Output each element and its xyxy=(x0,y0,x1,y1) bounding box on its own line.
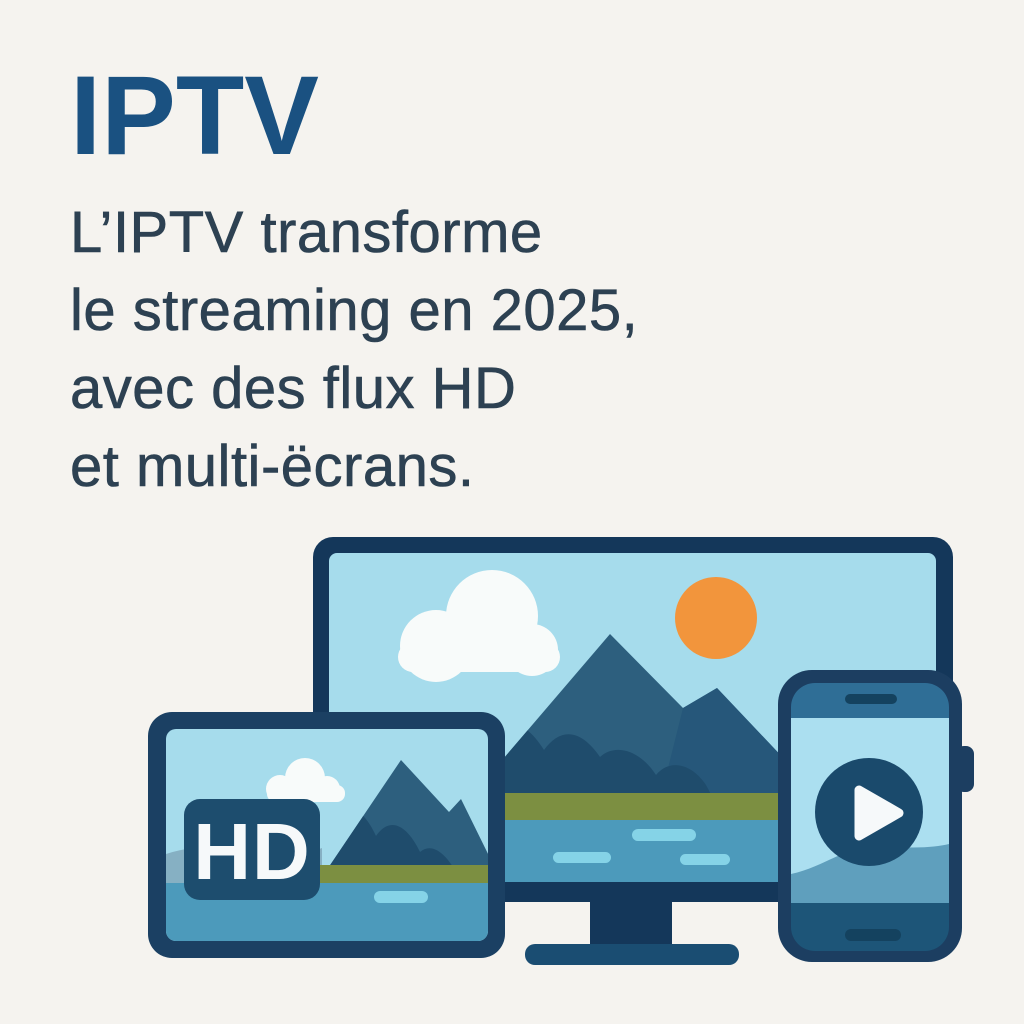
water-ripple xyxy=(374,891,428,903)
hd-badge-label: HD xyxy=(193,807,311,896)
water-ripple xyxy=(680,854,730,865)
hd-badge: HD xyxy=(184,799,320,900)
phone-bottom-bezel xyxy=(791,903,949,951)
phone-wave xyxy=(791,844,949,903)
hd-badge-background xyxy=(184,799,320,900)
tablet-shore xyxy=(316,865,488,883)
sun-icon xyxy=(675,577,757,659)
hero-description-line: avec des flux HD xyxy=(70,356,517,422)
hero-description-line: L’IPTV transforme xyxy=(70,200,543,266)
cloud-icon xyxy=(398,570,560,682)
page-title: IPTV xyxy=(70,53,319,178)
water-ripple xyxy=(632,829,696,841)
phone-speaker-slot xyxy=(845,694,897,704)
phone-home-bar xyxy=(845,929,901,941)
tablet: HD xyxy=(148,712,505,958)
hero-description: L’IPTV transforme le streaming en 2025, … xyxy=(70,194,638,506)
hero-description-line: le streaming en 2025, xyxy=(70,278,639,344)
water-ripple xyxy=(553,852,611,863)
tablet-cloud-icon xyxy=(266,758,345,803)
smartphone xyxy=(778,670,974,962)
hero-description-line: et multi-ëcrans. xyxy=(70,434,475,500)
play-button xyxy=(815,758,923,866)
tv-mountains-shadow xyxy=(468,722,714,800)
play-icon xyxy=(854,785,904,841)
tv-stand-base xyxy=(525,944,739,965)
